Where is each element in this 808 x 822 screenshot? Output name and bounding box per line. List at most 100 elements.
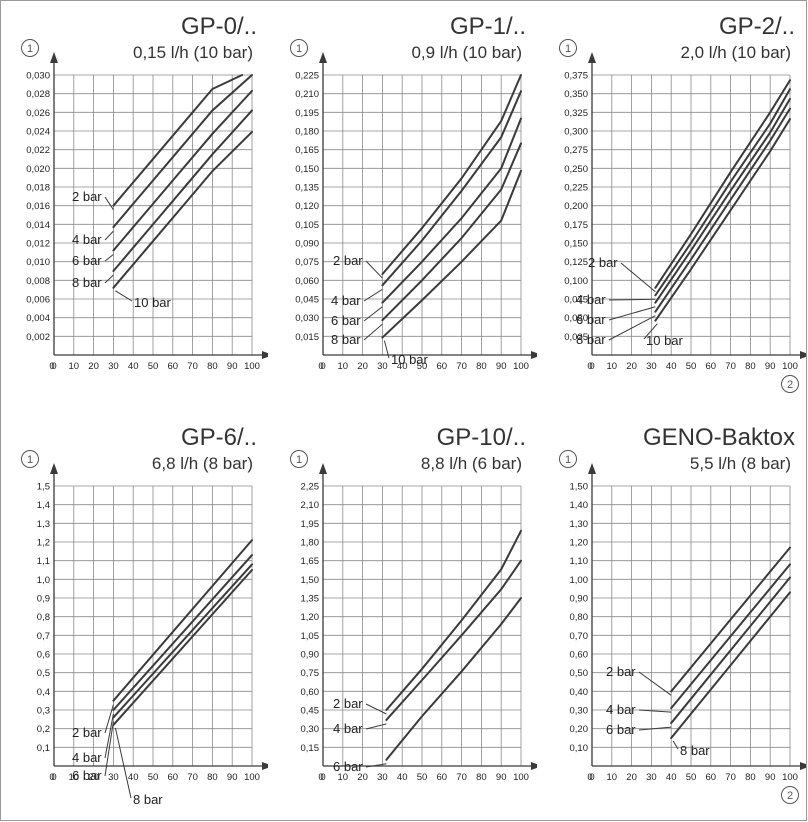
y-tick-label: 1,10 [570,556,589,567]
origin-label: 0 [318,772,323,783]
series-label: 8 bar [331,332,361,347]
series-line [385,529,522,711]
x-tick-label: 70 [456,772,467,783]
series-label-leader [608,298,656,301]
y-tick-label: 0,6 [37,650,50,661]
chart-title: GP-2/.. [719,13,795,40]
x-axis-arrow [262,351,268,359]
x-tick-label: 100 [513,772,529,783]
series-line [112,109,253,272]
grid [592,74,791,355]
y-tick-label: 0,225 [564,183,588,194]
x-axis-arrow [800,351,806,359]
series-label: 10 bar [391,352,429,367]
y-tick-label: 0,2 [37,724,50,735]
x-tick-label: 100 [782,361,798,372]
y-tick-label: 1,95 [301,519,320,530]
chart-subtitle: 0,9 l/h (10 bar) [411,43,522,62]
x-tick-label: 40 [128,361,139,372]
y-tick-label: 0,105 [295,220,319,231]
series-line [654,79,791,289]
y-tick-label: 0,325 [564,108,588,119]
y-tick-label: 0,4 [37,687,50,698]
series-label: 6 bar [331,313,361,328]
chart-svg-gp-6: GP-6/..6,8 l/h (8 bar)120102030405060708… [21,424,268,807]
chart-panel-gp-6: GP-6/..6,8 l/h (8 bar)120102030405060708… [0,411,268,821]
y-tick-label: 0,8 [37,612,50,623]
series-label-leader [363,323,383,341]
x-tick-label: 40 [397,772,408,783]
x-tick-label: 100 [513,361,529,372]
y-tick-label: 0,125 [564,257,588,268]
series-label-leader [365,260,383,279]
y-tick-label: 0,375 [564,71,588,82]
series-label: 8 bar [133,792,163,807]
grid [323,485,522,766]
chart-panel-geno-baktox: GENO-Baktox 5,5 l/h (8 bar) 1 2 0 10 20 30 40 50 6… [538,411,806,821]
y-tick-label: 0,60 [570,650,589,661]
x-tick-label: 0 [320,361,325,372]
x-tick-label: 20 [88,361,99,372]
y-tick-label: 0,90 [570,594,589,605]
y-axis-arrow [319,463,327,474]
y-axis-arrow [588,52,596,63]
series-line [112,74,244,207]
x-tick-label: 90 [227,361,238,372]
chart-panel-gp-1: GP-1/..0,9 l/h (10 bar)12010203040506070… [269,0,537,410]
y-tick-label: 0,024 [26,127,50,138]
chart-title: GP-0/.. [181,13,257,40]
x-axis-marker-circle [781,786,799,804]
series-label-leader [383,340,390,359]
chart-subtitle: 6,8 l/h (8 bar) [152,454,253,473]
y-tick-label: 0,9 [37,594,50,605]
x-tick-label: 0 [589,772,594,783]
y-tick-label: 0,030 [295,313,319,324]
x-tick-label: 50 [686,361,697,372]
x-tick-label: 0 [320,772,325,783]
series-line [112,554,253,711]
series-line [112,74,253,229]
x-tick-label: 100 [244,772,260,783]
y-tick-label: 0,100 [564,276,588,287]
series-label: 4 bar [576,292,606,307]
x-tick-label: 100 [244,361,260,372]
series-line [670,546,791,693]
x-tick-label: 10 [338,772,349,783]
x-tick-label: 90 [496,361,507,372]
series-label: 4 bar [333,721,363,736]
x-tick-label: 20 [626,361,637,372]
series-label-leader [104,230,114,241]
y-tick-label: 0,350 [564,89,588,100]
y-tick-label: 0,025 [564,332,588,343]
x-tick-label: 50 [417,361,428,372]
series-label: 10 bar [134,295,172,310]
y-axis-marker-label: 1 [27,43,33,55]
y-axis-arrow [319,52,327,63]
x-tick-label: 20 [357,361,368,372]
y-tick-label: 0,006 [26,295,50,306]
y-tick-label: 0,090 [295,239,319,250]
chart-title: GP-1/.. [450,13,526,40]
series-label: 2 bar [333,696,363,711]
y-tick-label: 0,70 [570,631,589,642]
x-tick-label: 90 [765,772,776,783]
series-line [381,169,522,339]
series-label-leader [104,196,114,210]
y-tick-label: 0,40 [570,687,589,698]
x-tick-label: 30 [646,361,657,372]
x-tick-label: 60 [706,772,717,783]
origin-label: 0 [587,361,592,372]
chart-svg-gp-10: GP-10/..8,8 l/h (6 bar)12010203040506070… [290,424,537,783]
y-tick-label: 0,50 [570,668,589,679]
y-tick-label: 0,022 [26,145,50,156]
y-tick-label: 2,25 [301,482,320,493]
y-axis-marker: 1 [21,39,39,57]
x-tick-label: 50 [417,772,428,783]
x-axis-arrow [800,762,806,770]
y-tick-label: 0,195 [295,108,319,119]
y-tick-label: 1,0 [37,575,50,586]
series-label-leader [114,727,132,799]
series-line [112,539,253,702]
grid [54,485,253,766]
